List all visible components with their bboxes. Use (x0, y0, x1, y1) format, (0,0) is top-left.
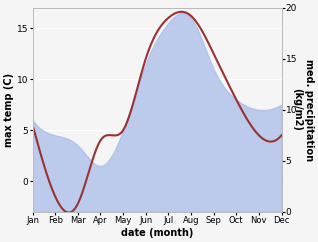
X-axis label: date (month): date (month) (121, 228, 193, 238)
Y-axis label: med. precipitation
(kg/m2): med. precipitation (kg/m2) (292, 59, 314, 161)
Y-axis label: max temp (C): max temp (C) (4, 73, 14, 147)
